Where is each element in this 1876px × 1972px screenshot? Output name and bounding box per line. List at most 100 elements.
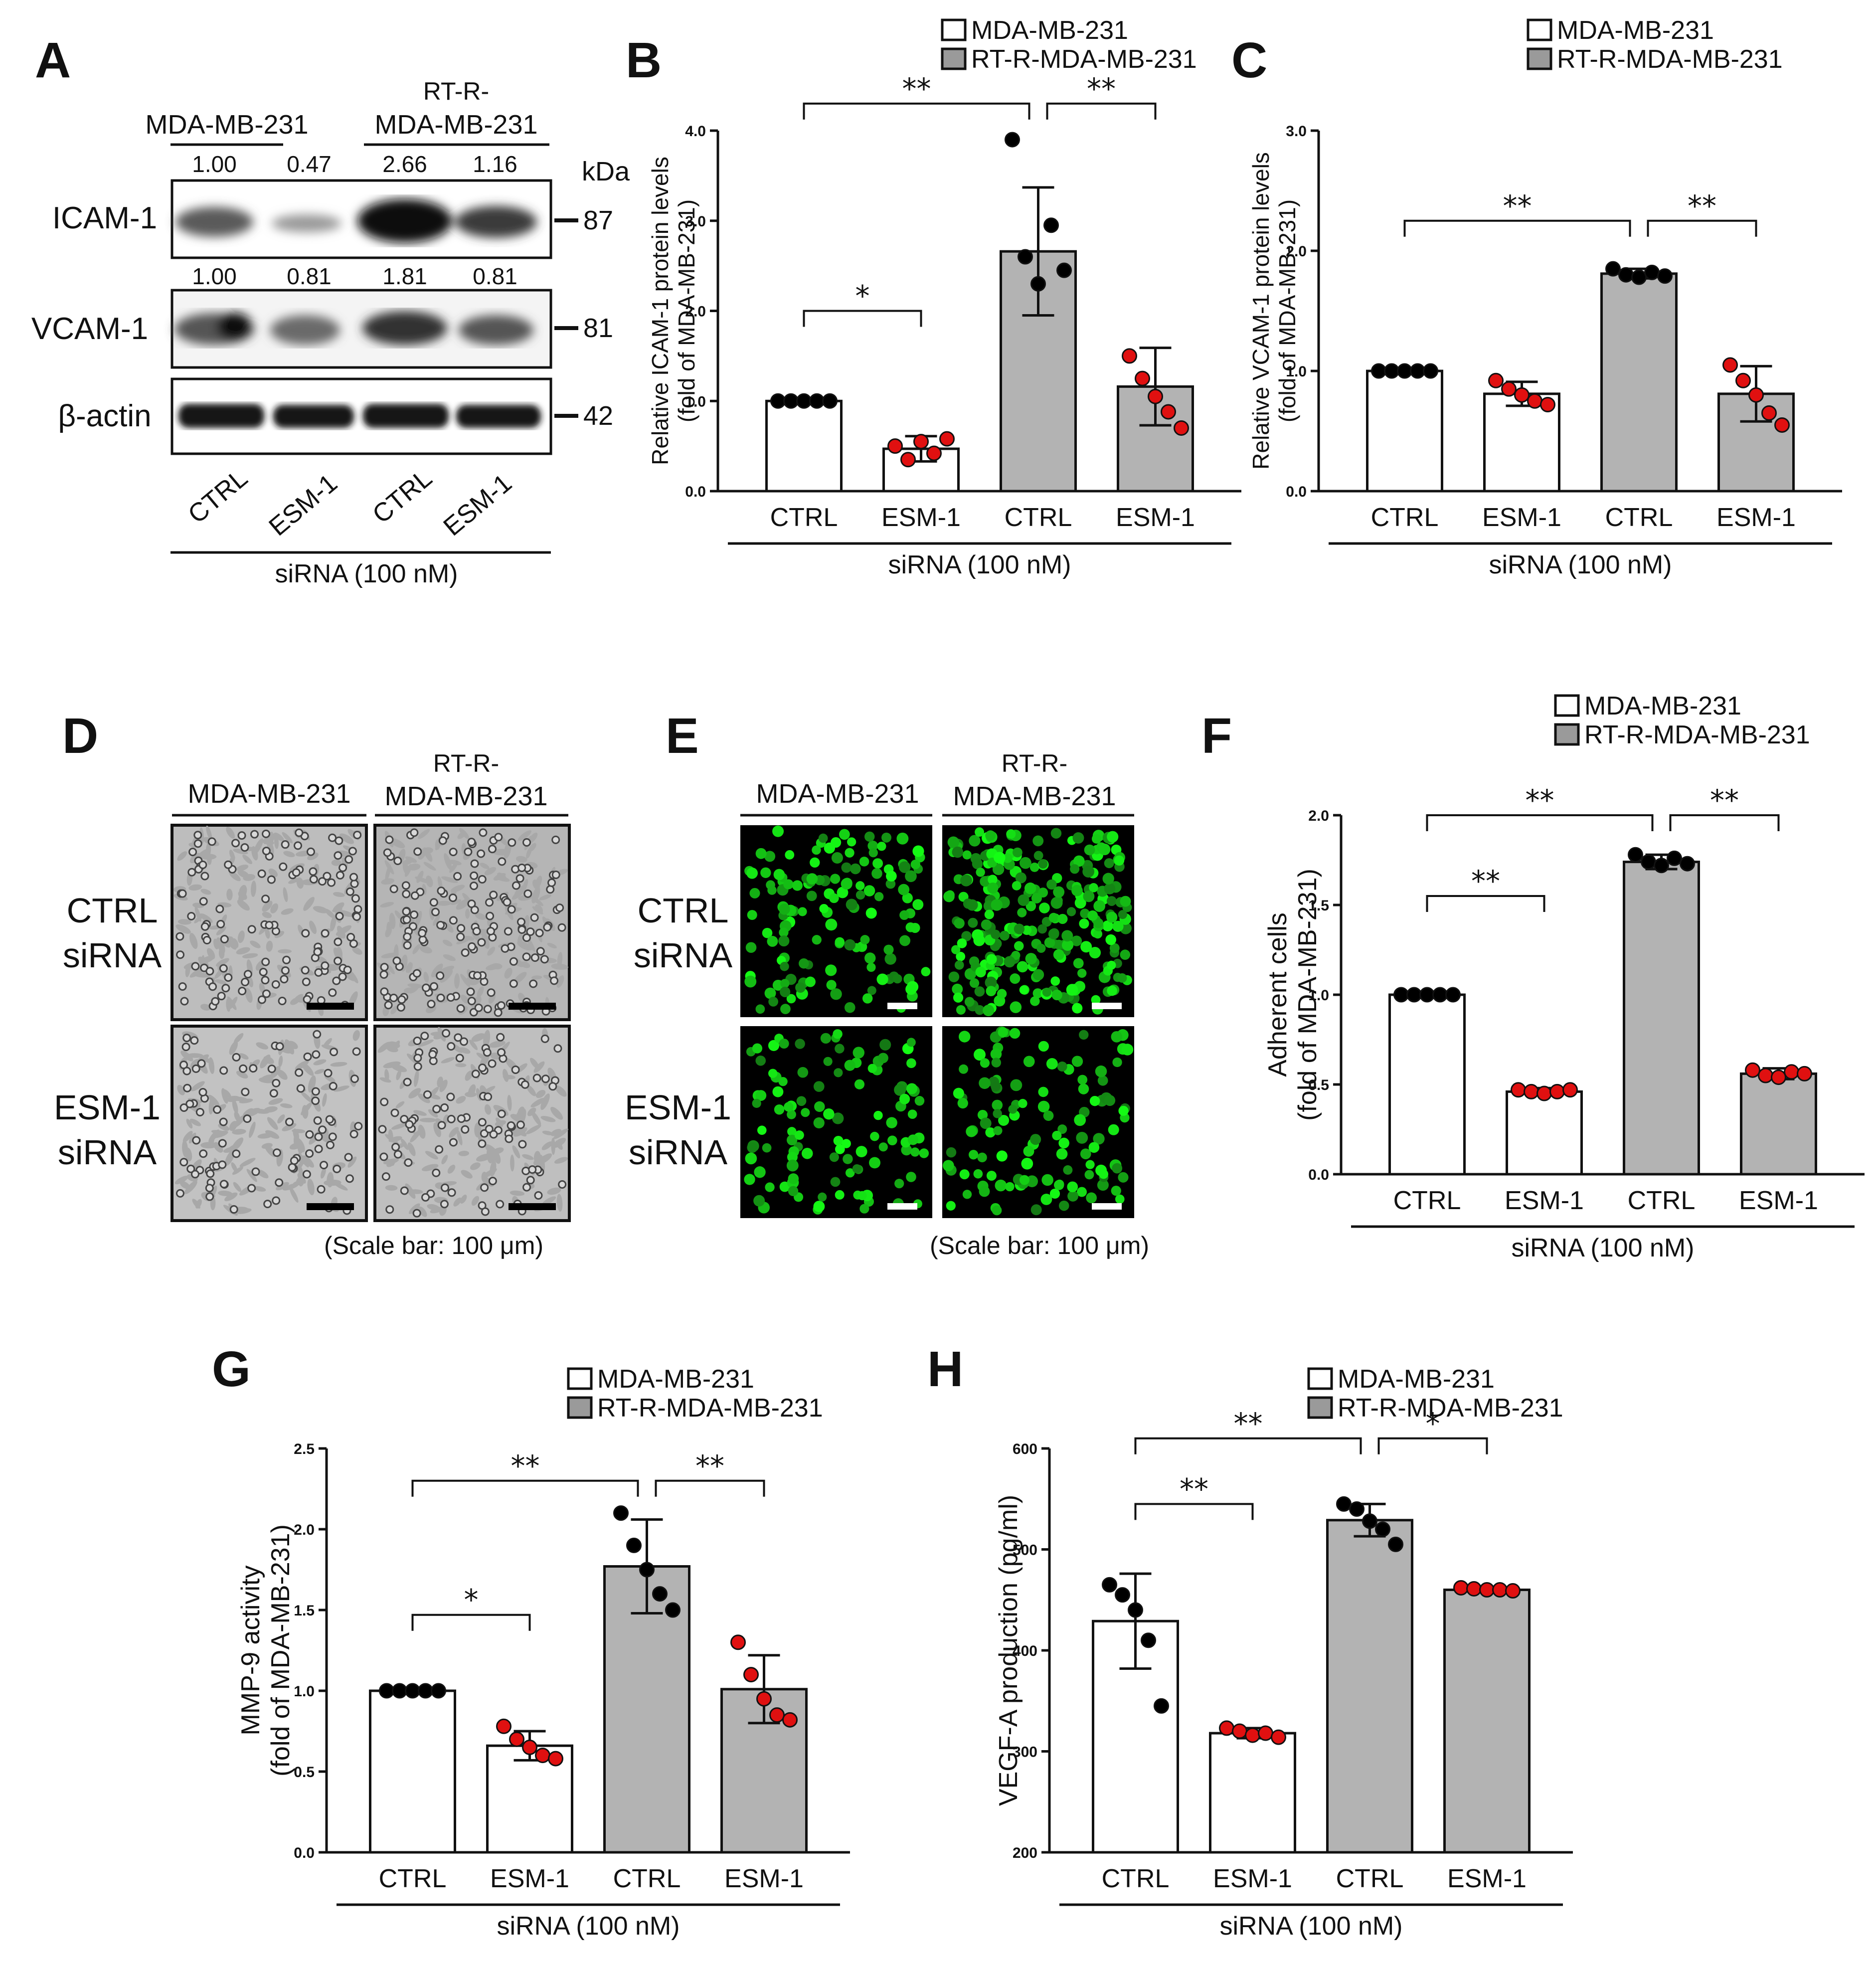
bf-adherent-cell: [509, 957, 518, 966]
bf-adherent-cell: [380, 1097, 389, 1106]
d-group1-label: MDA-MB-231: [187, 779, 350, 809]
data-point: [1488, 372, 1504, 388]
bf-background-cell: [221, 1088, 228, 1104]
bf-background-cell: [409, 1203, 420, 1214]
bf-background-cell: [208, 1057, 215, 1074]
bf-adherent-cell: [517, 864, 526, 873]
fl-cell: [842, 1139, 851, 1148]
fl-cell: [860, 935, 870, 945]
fl-cell: [1048, 912, 1059, 923]
fl-cell: [1037, 924, 1047, 934]
fl-cell: [792, 880, 803, 891]
fl-cell: [1107, 960, 1116, 970]
bf-background-cell: [266, 940, 273, 952]
fl-cell: [1046, 879, 1057, 890]
bf-background-cell: [313, 1059, 327, 1066]
fl-cell: [975, 966, 986, 978]
fl-cell: [898, 884, 910, 896]
bf-adherent-cell: [400, 1186, 409, 1195]
bar: [1600, 272, 1678, 493]
bf-background-cell: [288, 878, 301, 884]
fl-cell: [896, 832, 909, 845]
bf-adherent-cell: [467, 838, 476, 847]
fl-cell: [892, 974, 902, 984]
bf-background-cell: [540, 1116, 556, 1122]
bf-background-cell: [182, 1140, 188, 1157]
fl-cell: [867, 840, 878, 851]
fl-cell: [752, 1098, 761, 1108]
bf-adherent-cell: [488, 1177, 497, 1186]
y-tick-label: 0.5: [294, 1764, 315, 1781]
bf-background-cell: [213, 938, 219, 950]
fl-cell: [1038, 1086, 1048, 1097]
bf-background-cell: [333, 892, 345, 897]
bf-adherent-cell: [454, 1033, 463, 1042]
bf-adherent-cell: [516, 917, 525, 926]
panel-letter-b: B: [626, 32, 662, 88]
fl-cell: [871, 868, 882, 879]
fl-cell: [1056, 1148, 1068, 1160]
bf-adherent-cell: [321, 961, 330, 970]
fl-cell: [986, 1171, 997, 1181]
fl-cell: [788, 1173, 799, 1184]
fl-cell: [1004, 956, 1016, 968]
fl-cell: [755, 1055, 766, 1066]
fl-cell: [755, 1004, 765, 1014]
fl-cell: [794, 1130, 804, 1140]
data-point: [522, 1739, 537, 1755]
fl-cell: [799, 958, 809, 969]
fl-cell: [844, 1002, 855, 1013]
bf-adherent-cell: [325, 1115, 334, 1124]
y-tick-label: 0.0: [294, 1845, 315, 1861]
bf-background-cell: [301, 1091, 313, 1103]
bf-adherent-cell: [240, 843, 249, 852]
bf-background-cell: [525, 1124, 541, 1134]
bf-background-cell: [459, 828, 470, 839]
bf-background-cell: [270, 903, 279, 913]
bf-background-cell: [407, 983, 423, 988]
bf-adherent-cell: [548, 1082, 557, 1091]
fl-cell: [747, 1142, 758, 1153]
chart-g-mmp9-activity: 0.0 0.5 1.0 1.5 2.0 2.5 MMP-9 activity (fold of…: [236, 1365, 850, 1941]
bf-adherent-cell: [472, 927, 481, 936]
e-group2-label-line2: MDA-MB-231: [953, 781, 1116, 811]
fl-cell: [1050, 896, 1063, 909]
data-point: [1393, 987, 1409, 1003]
bf-background-cell: [245, 1108, 261, 1117]
fl-cell: [874, 892, 884, 901]
fl-cell: [754, 1166, 766, 1178]
bf-adherent-cell: [262, 829, 271, 838]
fl-cell: [997, 989, 1007, 999]
bf-adherent-cell: [349, 939, 358, 948]
bf-background-cell: [437, 900, 452, 906]
bf-background-cell: [384, 1069, 389, 1081]
bf-background-cell: [377, 1042, 391, 1053]
fl-cell: [1036, 943, 1046, 953]
bf-adherent-cell: [393, 856, 402, 865]
fl-cell: [749, 888, 760, 898]
fl-cell: [998, 1027, 1009, 1038]
bf-adherent-cell: [332, 976, 341, 985]
fl-cell: [876, 973, 888, 985]
fl-cell: [764, 851, 776, 862]
fl-cell: [887, 1135, 897, 1146]
fl-cell: [1077, 968, 1087, 978]
bf-background-cell: [510, 1154, 514, 1172]
fl-cell: [962, 850, 972, 860]
fl-cell: [956, 1005, 966, 1015]
bf-background-cell: [460, 1194, 467, 1204]
bf-background-cell: [526, 1085, 536, 1096]
fl-cell: [1040, 1193, 1052, 1205]
fl-cell: [772, 825, 784, 837]
bf-adherent-cell: [261, 895, 270, 903]
fl-cell: [914, 1096, 925, 1106]
fl-cell: [1048, 928, 1059, 939]
bf-adherent-cell: [191, 1064, 200, 1073]
fl-cell: [1044, 937, 1055, 948]
panel-letter-g: G: [212, 1341, 251, 1397]
bf-background-cell: [283, 887, 288, 902]
bf-background-cell: [431, 963, 443, 978]
bf-background-cell: [262, 900, 273, 912]
fl-cell: [993, 1126, 1003, 1135]
bf-adherent-cell: [449, 1138, 458, 1147]
